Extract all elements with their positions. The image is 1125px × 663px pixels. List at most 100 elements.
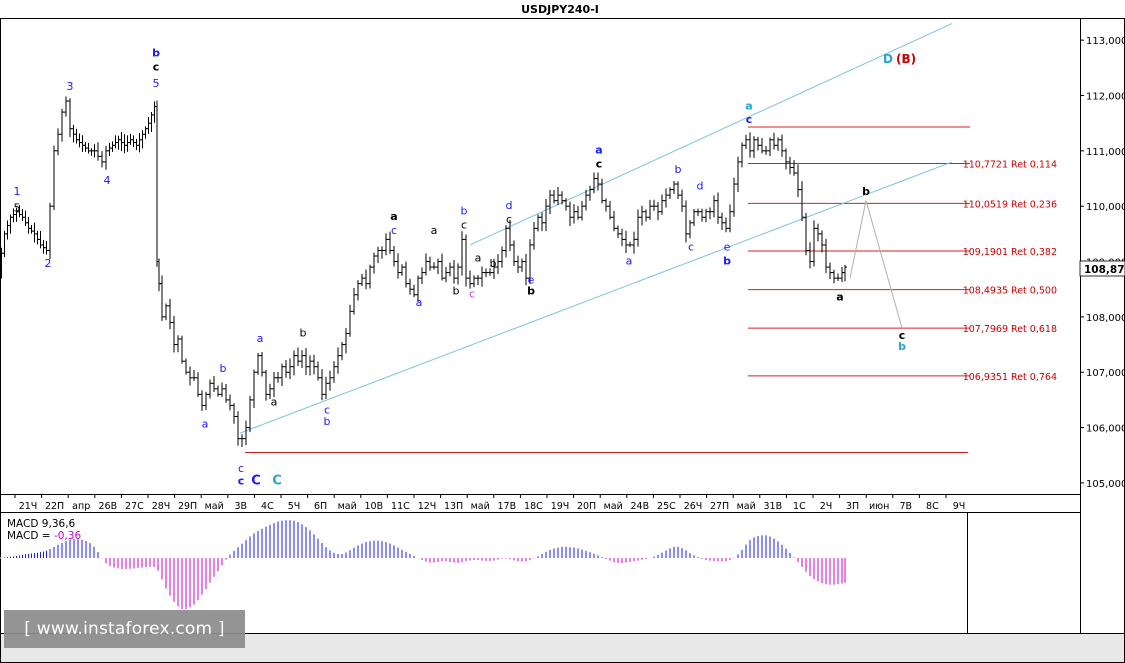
x-tick-label: 21Ч: [19, 501, 38, 512]
x-tick-label: 20П: [577, 501, 596, 512]
level-label: 108,4935 Ret 0,500: [963, 286, 1057, 297]
y-tick-label: 105,000: [1086, 479, 1125, 490]
chart-frame: [0, 18, 1125, 663]
wave-label: b: [300, 326, 307, 339]
corner-label-part: D: [883, 52, 893, 66]
x-tick-label: 27П: [710, 501, 729, 512]
x-tick-label: май: [737, 501, 756, 512]
x-tick-label: 26Ч: [684, 501, 703, 512]
chart-title-group: USDJPY240-I: [521, 3, 599, 16]
x-tick-label: 9Ч: [953, 501, 966, 512]
x-tick-label: май: [338, 501, 357, 512]
x-tick-label: 17В: [497, 501, 516, 512]
x-tick-label: 10В: [364, 501, 383, 512]
x-tick-label: 28Ч: [152, 501, 171, 512]
wave-label: c: [899, 329, 906, 342]
wave-label: 3: [67, 80, 74, 93]
x-tick-label: 29П: [178, 501, 197, 512]
wave-label: 5: [14, 202, 21, 215]
wave-label: a: [475, 252, 482, 265]
x-tick-label: 13П: [444, 501, 463, 512]
wave-label: b: [490, 257, 497, 270]
wave-label: a: [836, 290, 843, 303]
wave-label: c: [469, 288, 475, 301]
y-tick-label: 108,000: [1086, 313, 1125, 324]
x-tick-label: май: [471, 501, 490, 512]
x-tick-label: 22П: [45, 501, 64, 512]
wave-label: b: [152, 47, 160, 60]
wave-label: a: [431, 224, 438, 237]
wave-label: e: [528, 274, 535, 287]
wave-label: a: [626, 254, 633, 267]
wave-label: b: [723, 254, 731, 267]
wave-label: c: [153, 61, 160, 74]
x-tick-label: 31В: [763, 501, 782, 512]
wave-label: a: [595, 144, 602, 157]
x-tick-label: 8С: [926, 501, 939, 512]
channel-lines: [239, 23, 953, 434]
wave-label: b: [527, 285, 535, 298]
wave-label: c: [324, 404, 330, 417]
macd-value-label: MACD =: [7, 530, 54, 542]
y-tick-label: 112,000: [1086, 91, 1125, 102]
wave-label: 2: [45, 257, 52, 270]
corner-label-part: (B): [896, 52, 916, 66]
x-tick-label: 18С: [524, 501, 543, 512]
macd-histogram: [0, 520, 967, 610]
x-tick-label: 6П: [314, 501, 327, 512]
corner-label: D (B): [883, 52, 916, 66]
wave-label: c: [746, 113, 753, 126]
y-tick-label: 110,000: [1086, 202, 1125, 213]
x-tick-label: 3П: [846, 501, 859, 512]
wave-label: 5: [153, 77, 160, 90]
x-tick-label: май: [604, 501, 623, 512]
current-price-value: 108,876: [1084, 264, 1125, 276]
channel-line: [239, 161, 953, 434]
forecast-path: [849, 200, 903, 329]
level-label: 107,7969 Ret 0,618: [963, 324, 1057, 335]
wave-label: C: [272, 474, 282, 489]
x-tick-label: 1С: [793, 501, 806, 512]
wave-label: a: [390, 210, 397, 223]
macd-legend: MACD 9,36,6 MACD = -0,36: [7, 518, 81, 542]
wave-label: a: [416, 296, 423, 309]
wave-label: C: [251, 474, 261, 489]
chart-title: USDJPY240-I: [521, 3, 599, 16]
x-tick-label: 19Ч: [551, 501, 570, 512]
level-label: 110,0519 Ret 0,236: [963, 199, 1057, 210]
y-tick-label: 111,000: [1086, 147, 1125, 158]
wave-label: 4: [104, 174, 111, 187]
wave-label: d: [697, 180, 704, 193]
wave-label: c: [238, 462, 244, 475]
wave-label: a: [257, 332, 264, 345]
x-tick-label: июн: [869, 501, 889, 512]
x-tick-label: май: [205, 501, 224, 512]
x-tick-label: 27С: [125, 501, 144, 512]
wave-label: c: [688, 240, 694, 253]
wave-label: c: [596, 157, 603, 170]
y-tick-label: 107,000: [1086, 368, 1125, 379]
level-label: 110,7721 Ret 0,114: [963, 159, 1057, 170]
x-tick-label: 25С: [657, 501, 676, 512]
x-tick-label: 3В: [235, 501, 248, 512]
x-tick-label: 7В: [900, 501, 913, 512]
y-tick-label: 113,000: [1086, 36, 1125, 47]
wave-label: b: [453, 285, 460, 298]
x-tick-label: 5Ч: [288, 501, 301, 512]
wave-label: b: [461, 204, 468, 217]
x-tick-label: 26В: [98, 501, 117, 512]
y-tick-label: 106,000: [1086, 424, 1125, 435]
wave-label: d: [506, 199, 513, 212]
wave-label: c: [391, 224, 397, 237]
forecast-line: [849, 200, 903, 329]
wave-label: a: [202, 418, 209, 431]
macd-name: MACD 9,36,6: [7, 518, 76, 530]
wave-label: a: [745, 99, 752, 112]
wave-label: b: [862, 185, 870, 198]
wave-label: e: [724, 240, 731, 253]
macd-value-line: MACD = -0,36: [7, 530, 81, 542]
wave-label: c: [238, 475, 245, 488]
x-tick-label: апр: [72, 501, 90, 512]
